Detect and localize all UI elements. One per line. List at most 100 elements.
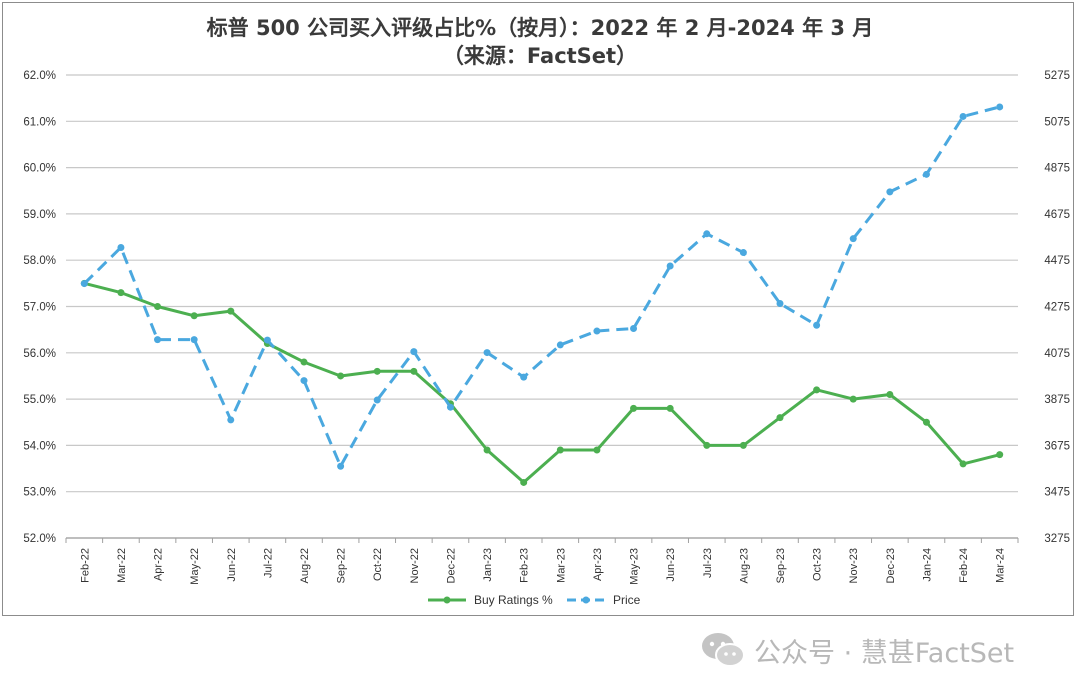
- price-point: [520, 373, 528, 381]
- chart-title: 标普 500 公司买入评级占比%（按月）：2022 年 2 月-2024 年 3…: [206, 16, 874, 40]
- right-axis-ticks: 3275 3475 3675 3875 4075 4275 4475 4675 4875 5075…: [1044, 70, 1070, 545]
- right-tick-label: 5275: [1044, 70, 1070, 82]
- x-tick-label: Jan-24: [921, 548, 933, 582]
- x-tick-label: Mar-22: [116, 548, 128, 583]
- price-point: [263, 336, 271, 344]
- price-point: [849, 235, 857, 243]
- buy-ratings-point: [410, 367, 418, 375]
- price-line: [83, 105, 1001, 468]
- x-tick-label: Aug-23: [738, 548, 750, 583]
- price-point: [410, 348, 418, 356]
- left-tick-label: 54.0%: [23, 440, 56, 452]
- right-tick-label: 3875: [1044, 394, 1070, 406]
- series-group: [80, 103, 1004, 486]
- x-axis-ticks: Feb-22 Mar-22 Apr-22 May-22 Jun-22 Jul-22 Aug-…: [65, 538, 1019, 585]
- x-tick-label: Jun-23: [665, 548, 677, 582]
- buy-ratings-point: [666, 404, 674, 412]
- right-tick-label: 4875: [1044, 163, 1070, 175]
- price-point: [703, 230, 711, 238]
- buy-ratings-point: [520, 478, 528, 486]
- price-point: [300, 377, 308, 385]
- price-point: [886, 188, 894, 196]
- buy-ratings-point: [776, 414, 784, 422]
- left-tick-label: 60.0%: [23, 163, 56, 175]
- left-tick-label: 58.0%: [23, 255, 56, 267]
- x-tick-label: Dec-22: [445, 548, 457, 583]
- x-tick-label: Apr-23: [592, 548, 604, 581]
- x-tick-label: Jun-22: [226, 548, 238, 582]
- left-axis-ticks: 52.0% 53.0% 54.0% 55.0% 56.0% 57.0% 58.0% 59.0%…: [23, 70, 56, 545]
- right-tick-label: 4275: [1044, 302, 1070, 314]
- price-point: [959, 112, 967, 120]
- buy-ratings-point: [117, 289, 125, 297]
- price-point: [373, 396, 381, 404]
- left-tick-label: 56.0%: [23, 348, 56, 360]
- buy-ratings-point: [886, 390, 894, 398]
- price-point: [556, 341, 564, 349]
- right-tick-label: 3475: [1044, 487, 1070, 499]
- x-tick-label: Mar-23: [555, 548, 567, 583]
- x-tick-label: Oct-22: [372, 548, 384, 581]
- buy-ratings-point: [959, 460, 967, 468]
- watermark-text: 公众号 · 慧甚FactSet: [754, 637, 1015, 669]
- buy-ratings-point: [190, 312, 198, 320]
- legend-price-label: Price: [613, 593, 641, 607]
- left-tick-label: 53.0%: [23, 487, 56, 499]
- price-point: [446, 403, 454, 411]
- buy-ratings-point: [703, 441, 711, 449]
- buy-ratings-point: [849, 395, 857, 403]
- watermark: 公众号 · 慧甚FactSet: [700, 628, 1014, 672]
- x-tick-label: Oct-23: [812, 548, 824, 581]
- x-tick-label: Dec-23: [885, 548, 897, 583]
- left-tick-label: 52.0%: [23, 533, 56, 545]
- x-tick-label: Mar-24: [995, 548, 1007, 583]
- left-tick-label: 57.0%: [23, 302, 56, 314]
- price-point: [190, 336, 198, 344]
- x-tick-label: Feb-23: [519, 548, 531, 583]
- chart-frame: [2, 2, 1074, 616]
- x-tick-label: Feb-22: [79, 548, 91, 583]
- right-tick-label: 4475: [1044, 255, 1070, 267]
- legend: Buy Ratings % Price: [428, 593, 641, 607]
- buy-ratings-point: [996, 451, 1004, 459]
- buy-ratings-point: [227, 307, 235, 315]
- right-tick-label: 3675: [1044, 440, 1070, 452]
- left-tick-label: 59.0%: [23, 209, 56, 221]
- x-tick-label: Sep-22: [336, 548, 348, 583]
- legend-price-marker: [582, 596, 590, 604]
- buy-ratings-point: [739, 441, 747, 449]
- price-point: [593, 327, 601, 335]
- buy-ratings-point: [556, 446, 564, 454]
- wechat-icon: [702, 633, 745, 667]
- left-tick-label: 55.0%: [23, 394, 56, 406]
- price-point: [922, 170, 930, 178]
- price-point: [80, 280, 88, 288]
- right-tick-label: 4075: [1044, 348, 1070, 360]
- legend-buy-label: Buy Ratings %: [474, 593, 553, 607]
- price-point: [630, 324, 638, 332]
- price-point: [154, 336, 162, 344]
- right-tick-label: 5075: [1044, 116, 1070, 128]
- x-tick-label: Aug-22: [299, 548, 311, 583]
- buy-ratings-point: [373, 367, 381, 375]
- buy-ratings-point: [630, 404, 638, 412]
- x-tick-label: Feb-24: [958, 548, 970, 583]
- buy-ratings-point: [922, 418, 930, 426]
- x-tick-label: Apr-22: [153, 548, 165, 581]
- x-tick-label: May-22: [189, 548, 201, 585]
- chart-subtitle: （来源：FactSet）: [442, 44, 638, 68]
- buy-ratings-point: [300, 358, 308, 366]
- x-tick-label: Jan-23: [482, 548, 494, 582]
- buy-ratings-point: [813, 386, 821, 394]
- price-point: [227, 416, 235, 424]
- buy-ratings-point: [154, 303, 162, 310]
- gridlines: [66, 74, 1018, 539]
- price-point: [483, 349, 491, 357]
- x-tick-label: Jul-23: [702, 548, 714, 578]
- price-point: [739, 249, 747, 257]
- x-tick-label: Sep-23: [775, 548, 787, 583]
- price-point: [813, 321, 821, 329]
- buy-ratings-point: [593, 446, 601, 454]
- price-point: [337, 462, 345, 470]
